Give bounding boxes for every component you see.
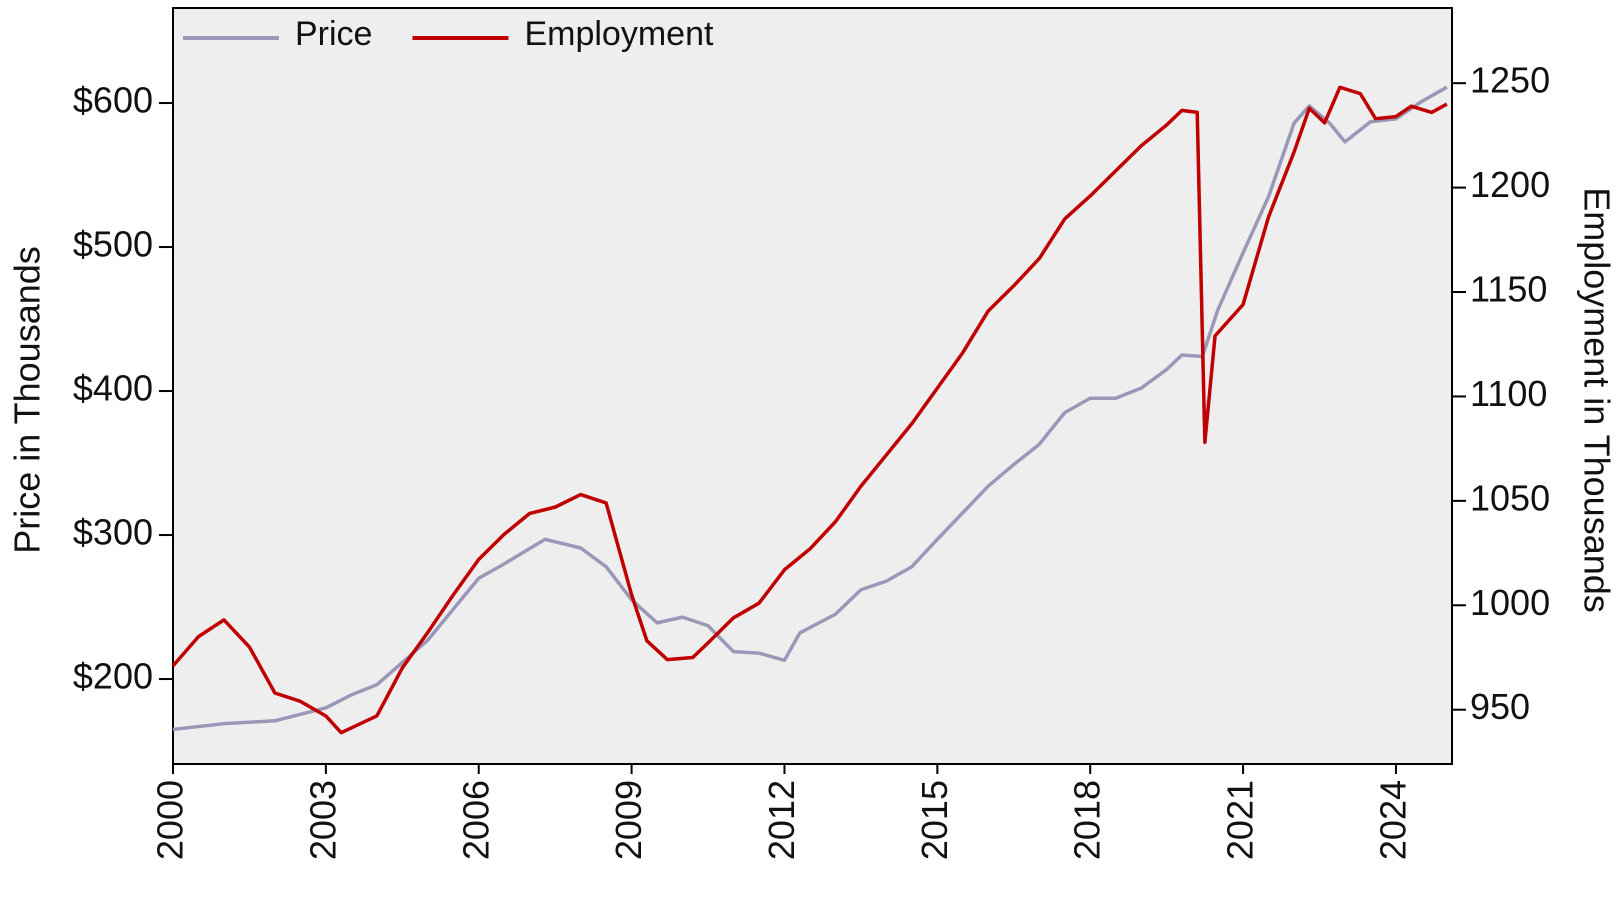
y2-tick-label: 1000 (1470, 582, 1550, 623)
x-tick-label: 2009 (608, 780, 649, 860)
x-tick-label: 2015 (914, 780, 955, 860)
x-tick-label: 2012 (761, 780, 802, 860)
x-tick-label: 2024 (1372, 780, 1413, 860)
y-tick-label: $300 (73, 512, 153, 553)
x-tick-label: 2018 (1067, 780, 1108, 860)
line-1 (171, 85, 1448, 735)
y2-tick-label: 1050 (1470, 477, 1550, 518)
y2-tick-label: 1150 (1470, 269, 1547, 310)
y2-axis-label: Employment in Thousands (1576, 187, 1617, 613)
x-tick-label: 2000 (150, 780, 191, 860)
x-tick-label: 2006 (455, 780, 496, 860)
line-0 (172, 85, 1448, 732)
y-tick-label: $500 (73, 224, 153, 265)
legend-label: Price (295, 15, 372, 53)
y2-tick-label: 1100 (1470, 373, 1547, 414)
y-tick-label: $400 (73, 368, 153, 409)
plot-area (172, 7, 1453, 765)
y2-tick-label: 1200 (1470, 164, 1550, 205)
y2-tick-label: 1250 (1470, 60, 1550, 101)
x-tick-label: 2021 (1220, 780, 1261, 860)
y-tick-label: $600 (73, 80, 153, 121)
legend-label: Employment (524, 15, 714, 53)
y-axis-label: Price in Thousands (7, 246, 48, 554)
y-tick-label: $200 (73, 656, 153, 697)
x-tick-label: 2003 (302, 780, 343, 860)
y2-tick-label: 950 (1470, 686, 1530, 727)
